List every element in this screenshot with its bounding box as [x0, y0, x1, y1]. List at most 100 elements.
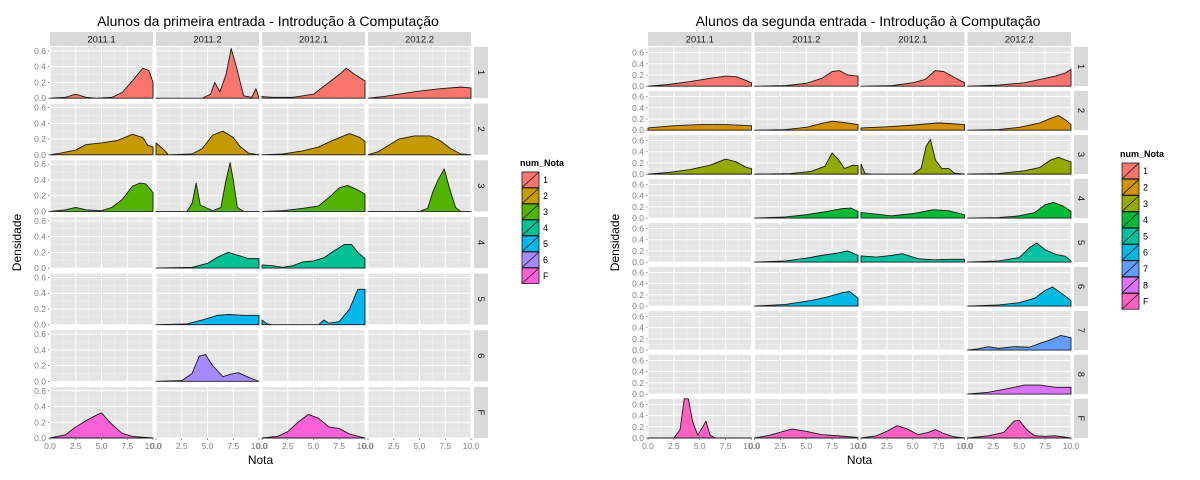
x-tick-label: 5.0: [202, 441, 214, 451]
facet-panel: [967, 222, 1072, 263]
y-tick-label: 0.2: [632, 422, 644, 432]
column-strip-label: 2012.2: [1005, 35, 1034, 46]
y-tick-label: 0.6: [632, 399, 644, 409]
density-area: [754, 70, 859, 87]
facet-panel: [754, 134, 859, 175]
y-tick-label: 0.2: [632, 70, 644, 80]
row-strip-label: 2: [475, 127, 486, 132]
row-strip: [474, 386, 488, 438]
facet-panel: [754, 178, 859, 219]
legend-entry-label: 2: [1143, 182, 1148, 192]
y-tick-label: 0.4: [34, 175, 46, 185]
facet-panel: [261, 47, 366, 99]
x-tick-label: 7.5: [720, 441, 732, 451]
facet-panel: [647, 398, 752, 439]
x-tick-label: 0.0: [150, 441, 162, 451]
column-strip: [861, 32, 965, 46]
y-tick-label: 0.2: [632, 290, 644, 300]
legend-title: num_Nota: [520, 158, 565, 168]
row-strip: [1074, 310, 1088, 351]
y-tick-label: 0.2: [632, 334, 644, 344]
facet-panel: [261, 386, 366, 439]
legend-entry-label: 2: [543, 191, 548, 201]
y-tick-label: 0.6: [34, 159, 46, 169]
row-strip: [1074, 47, 1088, 87]
x-tick-label: 2.5: [881, 441, 893, 451]
column-strip: [368, 32, 471, 46]
row-strip: [474, 330, 488, 382]
legend-entry-label: 8: [1143, 280, 1148, 290]
density-area: [155, 130, 260, 156]
row-strip: [1074, 178, 1088, 219]
density-area: [967, 286, 1072, 307]
facet-panel: [860, 222, 965, 263]
legend-entry-label: 4: [543, 223, 548, 233]
y-tick-label: 0.2: [34, 191, 46, 201]
facet-panel: [155, 103, 260, 156]
facet-panel: [860, 398, 965, 439]
legend: num_Nota 1 2 3 4 5 6 7 8 F: [1120, 149, 1165, 310]
chart-2: Alunos da segunda entrada - Introdução à…: [608, 13, 1165, 467]
facet-panel: [754, 47, 859, 87]
column-strip: [648, 32, 752, 46]
x-tick-label: 10.0: [145, 441, 162, 451]
row-strip: [474, 47, 488, 99]
facet-panel: [647, 354, 752, 395]
y-tick-label: 0.2: [34, 361, 46, 371]
y-tick-label: 0.0: [34, 263, 46, 273]
density-area: [647, 158, 752, 175]
y-tick-label: 0.0: [632, 301, 644, 311]
legend-swatch-diagonal: [1121, 260, 1140, 277]
y-tick-label: 0.4: [632, 367, 644, 377]
density-area: [967, 242, 1072, 263]
density-area: [754, 291, 859, 307]
facet-panel: [49, 216, 154, 269]
facet-panel: [49, 160, 154, 212]
density-area: [860, 138, 965, 175]
density-area: [261, 133, 366, 156]
legend-title: num_Nota: [1120, 149, 1165, 159]
density-area: [967, 384, 1072, 395]
density-area: [860, 425, 965, 439]
row-strip-label: 4: [1075, 196, 1086, 201]
column-strip-label: 2011.2: [193, 35, 221, 46]
x-tick-label: 10.0: [850, 441, 867, 451]
density-area: [754, 207, 859, 219]
y-tick-label: 0.4: [34, 232, 46, 242]
facet-panel: [367, 160, 472, 212]
facet-panel: [261, 273, 366, 326]
facet-panel: [860, 178, 965, 219]
y-tick-label: 0.2: [632, 158, 644, 168]
y-tick-label: 0.4: [34, 62, 46, 72]
facet-panel: [860, 134, 965, 175]
density-area: [967, 335, 1072, 351]
density-area: [261, 185, 366, 212]
x-tick-label: 5.0: [694, 441, 706, 451]
facet-panel: [860, 47, 965, 87]
density-area: [155, 314, 260, 326]
density-area: [967, 201, 1072, 219]
legend-swatch-diagonal: [521, 235, 540, 252]
row-strip: [474, 216, 488, 269]
density-area: [155, 48, 260, 99]
facet-panel: [261, 103, 366, 156]
density-area: [647, 124, 752, 131]
y-tick-label: 0.4: [34, 118, 46, 128]
y-tick-label: 0.0: [632, 81, 644, 91]
y-tick-label: 0.2: [34, 304, 46, 314]
chart-title: Alunos da segunda entrada - Introdução à…: [696, 13, 1041, 29]
legend-swatch-diagonal: [1121, 276, 1140, 294]
facet-panel: [754, 354, 859, 395]
y-tick-label: 0.6: [34, 329, 46, 339]
density-area: [754, 120, 859, 131]
x-tick-label: 2.5: [668, 441, 680, 451]
facet-panel: [261, 160, 366, 212]
facet-panel: [49, 386, 154, 439]
column-strip: [967, 32, 1071, 46]
facet-panel: [155, 47, 260, 99]
x-tick-label: 2.5: [176, 441, 188, 451]
facet-panel: [967, 398, 1072, 439]
x-tick-label: 0.0: [642, 441, 654, 451]
facet-panel: [967, 90, 1072, 131]
density-area: [647, 75, 752, 87]
